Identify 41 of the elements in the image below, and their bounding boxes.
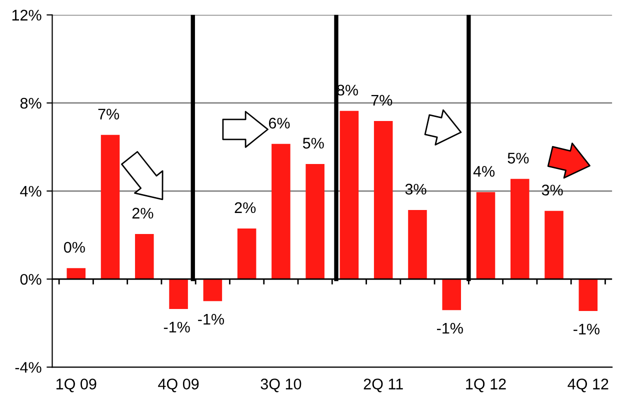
data-label: -1% — [164, 322, 190, 333]
data-label: 6% — [268, 118, 290, 129]
data-label: 5% — [508, 152, 529, 164]
y-tick-label: 12% — [12, 10, 42, 21]
bar — [544, 210, 564, 280]
bar — [408, 210, 427, 280]
bar — [203, 279, 222, 302]
y-tick-label: -4% — [15, 362, 42, 373]
x-tick-label: 4Q 12 — [568, 378, 608, 392]
data-label: -1% — [198, 314, 224, 325]
data-label: 3% — [405, 184, 426, 195]
x-tick-label: 1Q 09 — [56, 378, 96, 392]
data-label: -1% — [437, 322, 463, 334]
y-tick-label: 8% — [20, 98, 42, 109]
bar — [510, 178, 530, 280]
bar — [135, 234, 154, 280]
data-label: 3% — [542, 184, 563, 196]
bar — [169, 279, 188, 310]
data-label: 5% — [302, 138, 324, 149]
bar — [374, 121, 393, 280]
bar — [306, 164, 324, 280]
data-label: 7% — [371, 94, 392, 106]
y-tick-label: 4% — [20, 186, 42, 197]
bar — [578, 279, 598, 311]
data-label: 0% — [64, 242, 85, 253]
bar — [66, 268, 86, 280]
bar — [476, 192, 496, 280]
data-label: 4% — [473, 166, 495, 177]
bar — [237, 228, 256, 280]
data-label: -1% — [574, 324, 600, 334]
x-tick-label: 1Q 12 — [466, 378, 506, 392]
bar — [272, 144, 290, 280]
data-label: 2% — [132, 208, 154, 219]
data-label: 7% — [98, 108, 120, 120]
bar — [100, 134, 120, 280]
y-tick-label: 0% — [20, 274, 42, 285]
x-tick-label: 2Q 11 — [364, 378, 403, 392]
data-label: 2% — [234, 202, 256, 214]
x-tick-label: 4Q 09 — [158, 378, 199, 392]
x-tick-label: 3Q 10 — [260, 378, 302, 392]
bar — [442, 279, 462, 310]
